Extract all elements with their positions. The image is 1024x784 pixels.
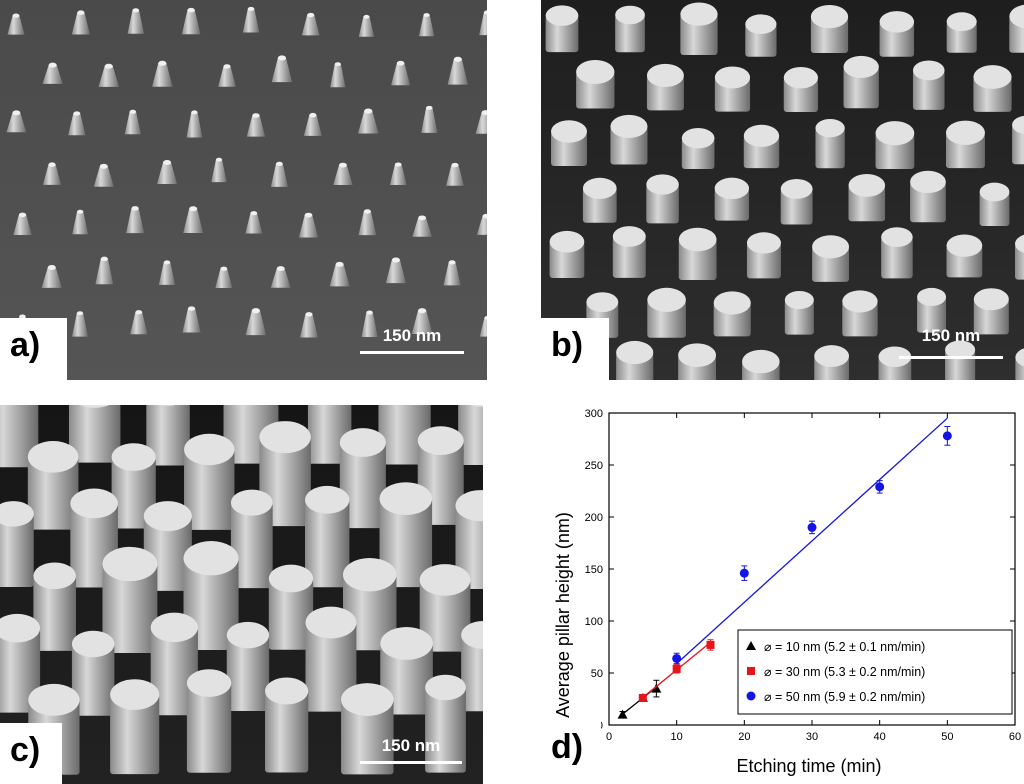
series-1 [638, 639, 715, 702]
sem-image-panel-a: a) 150 nm [0, 0, 487, 380]
panel-label-c: c) [0, 723, 62, 784]
x-tick-label: 10 [671, 731, 683, 743]
data-point [942, 431, 952, 441]
legend-label: ⌀ = 10 nm (5.2 ± 0.1 nm/min) [764, 640, 925, 654]
sem-image-panel-b: b) 150 nm [541, 0, 1024, 380]
scale-bar-label-c: 150 nm [381, 736, 441, 755]
x-tick-label: 60 [1009, 731, 1021, 743]
x-axis-label: Etching time (min) [736, 756, 881, 776]
y-tick-label: 150 [585, 564, 603, 576]
data-point [706, 640, 715, 649]
x-tick-label: 40 [874, 731, 886, 743]
fit-line [676, 417, 948, 665]
scale-bar-label-b: 150 nm [921, 326, 981, 345]
y-tick-label: 250 [585, 460, 603, 472]
x-tick-label: 50 [941, 731, 953, 743]
legend-box [737, 629, 1013, 715]
scale-bar-a [360, 351, 464, 354]
legend: ⌀ = 10 nm (5.2 ± 0.1 nm/min) ⌀ = 30 nm (5… [737, 629, 1013, 715]
data-point [651, 683, 662, 693]
panel-label-d: d) [541, 720, 601, 784]
legend-marker [747, 667, 755, 675]
pillar-array [0, 405, 483, 775]
y-tick-label: 50 [591, 668, 603, 680]
sem-image-c [0, 405, 483, 784]
y-axis-label: Average pillar height (nm) [553, 512, 573, 718]
data-point [672, 664, 681, 673]
scale-bar-c [360, 761, 462, 764]
x-tick-label: 0 [606, 731, 612, 743]
sem-image-a [0, 0, 487, 380]
data-point [739, 568, 749, 578]
legend-marker [746, 641, 756, 650]
legend-marker [746, 691, 756, 701]
height-vs-time-chart: Average pillar height (nm) Etching time … [553, 408, 1021, 776]
y-tick-label: 300 [585, 408, 603, 420]
data-point [807, 522, 817, 532]
chart-panel-d: Average pillar height (nm) Etching time … [541, 398, 1024, 784]
data-point [875, 482, 885, 492]
panel-label-b: b) [541, 318, 609, 380]
pillar-array [6, 6, 487, 338]
data-point [638, 693, 647, 702]
data-point [672, 653, 682, 663]
sem-image-b [541, 0, 1024, 380]
legend-label: ⌀ = 30 nm (5.3 ± 0.2 nm/min) [764, 665, 925, 679]
data-point [617, 709, 628, 719]
scale-bar-label-a: 150 nm [382, 326, 442, 345]
sem-image-panel-c: c) 150 nm [0, 405, 483, 784]
y-tick-label: 200 [585, 512, 603, 524]
x-tick-label: 20 [738, 731, 750, 743]
legend-label: ⌀ = 50 nm (5.9 ± 0.2 nm/min) [764, 690, 925, 704]
series-2 [672, 417, 952, 665]
scale-bar-b [899, 356, 1003, 359]
y-tick-label: 100 [585, 616, 603, 628]
x-tick-label: 30 [806, 731, 818, 743]
panel-label-a: a) [0, 318, 67, 380]
